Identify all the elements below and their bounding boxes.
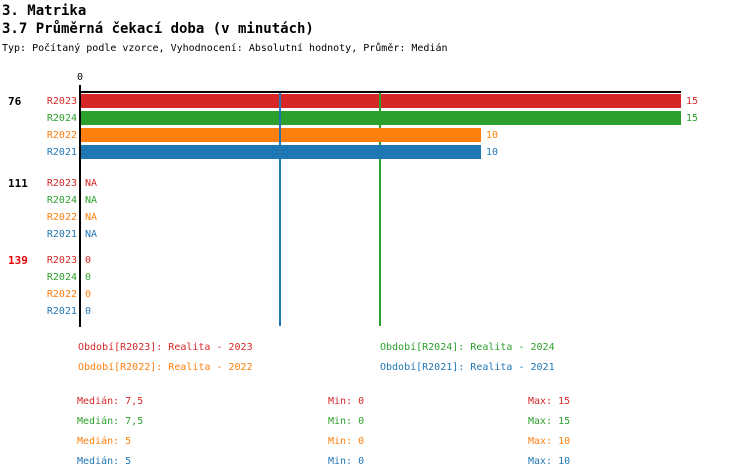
bar-r2024 — [81, 111, 681, 125]
bar-value-label: 0 — [85, 272, 92, 283]
page-title: 3. Matrika — [2, 3, 87, 19]
series-label-r2023: R2023 — [46, 96, 77, 107]
chart-title: 3.7 Průměrná čekací doba (v minutách) — [2, 21, 314, 37]
stat-median: Medián: 5 — [77, 456, 132, 467]
stat-max: Max: 10 — [528, 456, 571, 467]
group-label: 139 — [8, 254, 28, 267]
bar-value-label: 0 — [85, 306, 92, 317]
stat-median: Medián: 7,5 — [77, 396, 144, 407]
stat-max: Max: 15 — [528, 396, 571, 407]
median-line — [279, 92, 281, 326]
bar-value-label: NA — [85, 212, 98, 223]
stat-min: Min: 0 — [328, 436, 365, 447]
stat-max: Max: 15 — [528, 416, 571, 427]
legend-item-r2023: Období[R2023]: Realita - 2023 — [78, 342, 253, 353]
stat-max: Max: 10 — [528, 436, 571, 447]
x-axis-line — [80, 91, 681, 93]
bar-value-label: 15 — [686, 113, 699, 124]
stat-min: Min: 0 — [328, 396, 365, 407]
chart-meta: Typ: Počítaný podle vzorce, Vyhodnocení:… — [2, 43, 448, 54]
bar-value-label: 10 — [486, 147, 499, 158]
series-label-r2022: R2022 — [46, 289, 77, 300]
series-label-r2021: R2021 — [46, 306, 77, 317]
stat-median: Medián: 7,5 — [77, 416, 144, 427]
bar-r2021 — [81, 145, 481, 159]
y-axis-line — [79, 85, 81, 327]
series-label-r2024: R2024 — [46, 113, 77, 124]
bar-value-label: NA — [85, 178, 98, 189]
legend-item-r2022: Období[R2022]: Realita - 2022 — [78, 362, 253, 373]
stat-median: Medián: 5 — [77, 436, 132, 447]
bar-value-label: 10 — [486, 130, 499, 141]
median-line — [379, 92, 381, 326]
bar-value-label: 0 — [85, 255, 92, 266]
legend-item-r2021: Období[R2021]: Realita - 2021 — [380, 362, 555, 373]
series-label-r2021: R2021 — [46, 147, 77, 158]
series-label-r2022: R2022 — [46, 130, 77, 141]
bar-value-label: NA — [85, 229, 98, 240]
bar-r2023 — [81, 94, 681, 108]
series-label-r2024: R2024 — [46, 272, 77, 283]
group-label: 76 — [8, 95, 22, 108]
series-label-r2024: R2024 — [46, 195, 77, 206]
bar-value-label: 0 — [85, 289, 92, 300]
series-label-r2023: R2023 — [46, 178, 77, 189]
bar-value-label: NA — [85, 195, 98, 206]
stat-min: Min: 0 — [328, 456, 365, 467]
x-axis-origin-tick-label: 0 — [76, 72, 84, 83]
group-label: 111 — [8, 177, 28, 190]
bar-r2022 — [81, 128, 481, 142]
legend-item-r2024: Období[R2024]: Realita - 2024 — [380, 342, 555, 353]
series-label-r2022: R2022 — [46, 212, 77, 223]
bar-value-label: 15 — [686, 96, 699, 107]
stat-min: Min: 0 — [328, 416, 365, 427]
series-label-r2023: R2023 — [46, 255, 77, 266]
series-label-r2021: R2021 — [46, 229, 77, 240]
